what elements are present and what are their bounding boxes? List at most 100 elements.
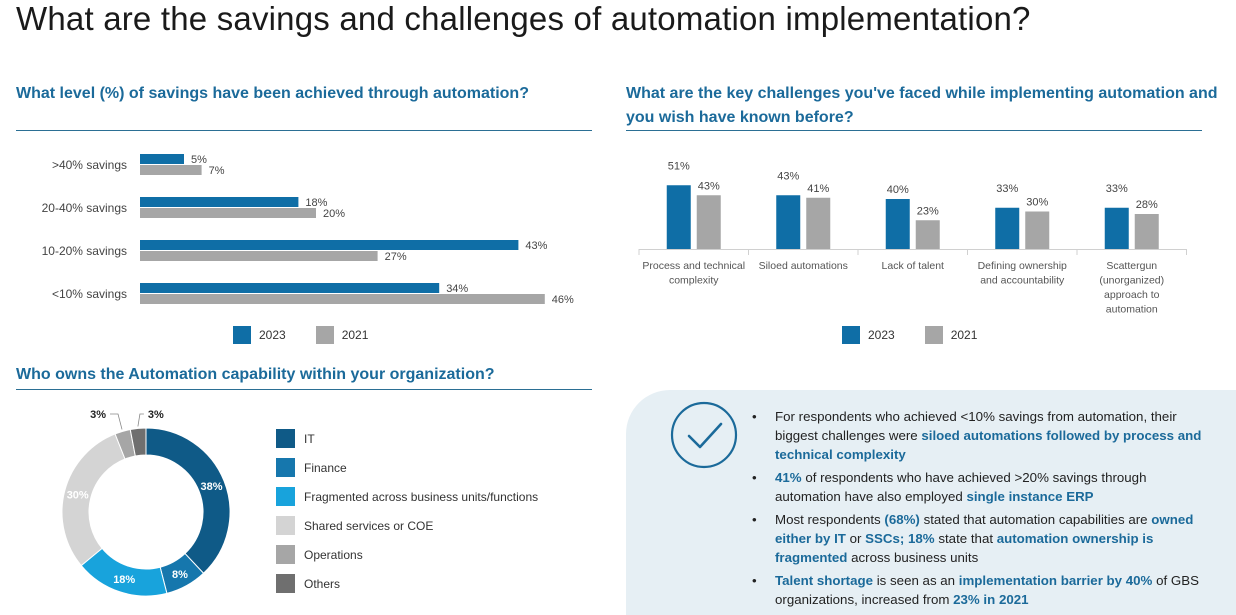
insights-list: • For respondents who achieved <10% savin… <box>752 407 1212 613</box>
ownership-title-rule <box>16 389 592 390</box>
data-label-2023: 18% <box>305 197 327 209</box>
bar-2021 <box>140 165 202 175</box>
category-label: automation <box>1106 304 1158 316</box>
legend-item: IT <box>276 424 538 453</box>
insight-highlight: automation ownership is fragmented <box>775 531 1154 565</box>
data-label-2021: 30% <box>1026 197 1048 209</box>
donut-slice <box>145 427 231 574</box>
slice-leader-line <box>137 413 144 427</box>
category-label: <10% savings <box>52 287 127 301</box>
challenges-bar-chart: 51% 43% Process and technical complexity 43%… <box>638 160 1187 316</box>
bar-2023 <box>140 283 440 293</box>
insight-highlight: siloed automations followed by process a… <box>775 428 1202 462</box>
legend-label: IT <box>304 431 315 446</box>
bullet-marker: • <box>752 409 757 424</box>
legend-swatch <box>276 545 295 564</box>
legend-item: Others <box>276 569 538 598</box>
data-label-2021: 27% <box>385 251 407 263</box>
bar-2023 <box>1104 207 1129 249</box>
data-label-2023: 5% <box>191 154 207 166</box>
data-label-2021: 7% <box>209 165 225 177</box>
data-label-2021: 46% <box>552 294 574 306</box>
legend-label-2023: 2023 <box>259 328 286 342</box>
insight-text: For respondents who achieved <10% saving… <box>775 409 1177 443</box>
data-label-2023: 40% <box>887 184 909 196</box>
challenges-legend: 2023 2021 <box>842 326 1007 344</box>
insight-text: state that <box>934 531 997 546</box>
bar-2023 <box>140 197 299 207</box>
bar-2023 <box>666 185 691 249</box>
legend-item-2021: 2021 <box>315 326 369 344</box>
legend-swatch <box>276 429 295 448</box>
slice-leader-line <box>110 413 123 430</box>
category-label: Process and technical <box>642 260 745 272</box>
savings-legend: 2023 2021 <box>233 326 398 344</box>
insight-text: is seen as an <box>873 573 959 588</box>
slice-label: 3% <box>90 409 106 421</box>
legend-label-2021: 2021 <box>341 328 369 342</box>
legend-item: Finance <box>276 453 538 482</box>
bar-2021 <box>915 220 940 249</box>
legend-swatch <box>276 574 295 593</box>
slice-label: 30% <box>67 489 89 501</box>
data-label-2021: 20% <box>323 208 345 220</box>
category-label: Scattergun <box>1106 260 1157 272</box>
legend-label: Shared services or COE <box>304 518 434 533</box>
data-label-2021: 23% <box>917 205 939 217</box>
insight-highlight: single instance ERP <box>966 489 1094 504</box>
insight-text: of GBS organizations, increased from <box>775 573 1199 607</box>
insight-highlight: owned either by IT <box>775 512 1194 546</box>
bar-2021 <box>140 294 545 304</box>
data-label-2023: 43% <box>525 240 547 252</box>
legend-item-2023: 2023 <box>842 326 895 344</box>
insight-highlight: 41% <box>775 470 802 485</box>
legend-label-2021: 2021 <box>950 328 978 342</box>
bullet-marker: • <box>752 512 757 527</box>
category-label: (unorganized) <box>1099 275 1164 287</box>
legend-label: Fragmented across business units/functio… <box>304 489 539 504</box>
bullet-marker: • <box>752 470 757 485</box>
legend-swatch-2021 <box>315 326 334 344</box>
challenges-chart-title: What are the key challenges you've faced… <box>626 85 1218 126</box>
category-label: 10-20% savings <box>42 244 127 258</box>
data-label-2023: 33% <box>1106 183 1128 195</box>
data-label-2023: 51% <box>668 160 690 172</box>
category-label: Lack of talent <box>882 260 945 272</box>
bar-2021 <box>696 195 721 249</box>
slice-label: 8% <box>172 569 188 581</box>
insight-highlight: 23% in 2021 <box>953 592 1029 607</box>
legend-item: Fragmented across business units/functio… <box>276 482 538 511</box>
insights-panel <box>626 390 1236 615</box>
insight-text: or <box>845 531 866 546</box>
bar-2023 <box>776 195 801 249</box>
donut-slice <box>129 427 147 457</box>
ownership-donut-chart: 38% 8% 18% 30% 3% 3% <box>61 409 231 597</box>
legend-item-2021: 2021 <box>924 326 978 344</box>
bar-2023 <box>140 240 519 250</box>
savings-bar-chart: >40% savings 5%7% 20-40% savings 18%20% 10-2… <box>42 154 574 306</box>
data-label-2021: 28% <box>1136 199 1158 211</box>
data-label-2023: 43% <box>777 170 799 182</box>
legend-swatch-2023 <box>233 326 251 344</box>
challenges-title-rule <box>626 130 1202 131</box>
bar-2021 <box>140 208 316 218</box>
category-label: complexity <box>669 275 719 287</box>
slice-label: 38% <box>201 481 223 493</box>
insight-text: across business units <box>847 550 979 565</box>
savings-chart-title: What level (%) of savings have been achi… <box>16 85 529 102</box>
category-label: and accountability <box>980 275 1065 287</box>
bar-2021 <box>1025 211 1050 249</box>
legend-label-2023: 2023 <box>868 328 895 342</box>
legend-swatch-2023 <box>842 326 860 344</box>
insight-item: • Most respondents (68%) stated that auto… <box>752 510 1212 567</box>
bar-2021 <box>1134 214 1159 249</box>
legend-swatch <box>276 516 295 535</box>
checkmark-icon <box>670 401 738 469</box>
category-label: Defining ownership <box>978 260 1067 272</box>
category-label: >40% savings <box>52 158 127 172</box>
insight-highlight: SSCs; 18% <box>865 531 935 546</box>
data-label-2021: 41% <box>807 183 829 195</box>
legend-item: Shared services or COE <box>276 511 538 540</box>
slice-label: 18% <box>113 574 135 586</box>
ownership-legend: IT Finance Fragmented across business unit… <box>276 424 538 598</box>
